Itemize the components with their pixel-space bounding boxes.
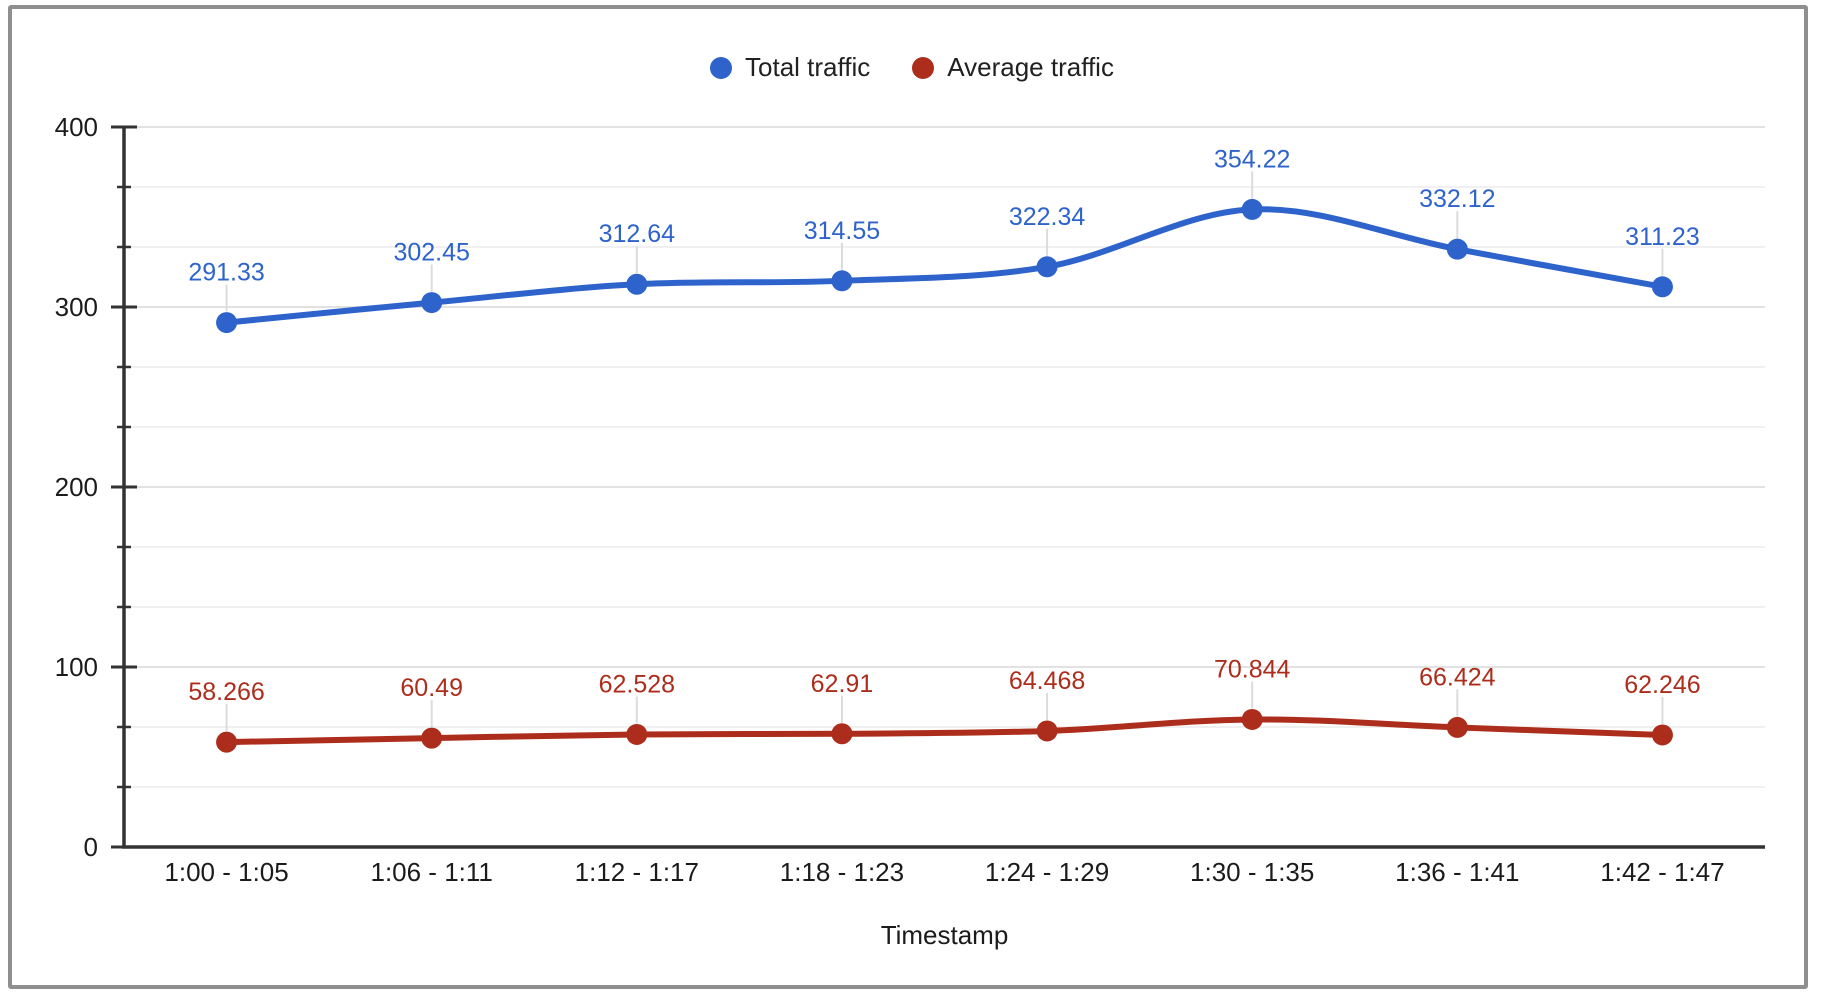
x-tick-label: 1:12 - 1:17 <box>575 857 699 887</box>
x-tick-label: 1:42 - 1:47 <box>1600 857 1724 887</box>
x-tick-label: 1:30 - 1:35 <box>1190 857 1314 887</box>
chart-frame <box>8 5 1808 989</box>
value-label: 332.12 <box>1419 185 1495 213</box>
value-label: 70.844 <box>1214 655 1291 683</box>
data-point-1-3[interactable] <box>831 723 853 745</box>
data-point-1-4[interactable] <box>1036 720 1058 742</box>
x-tick-label: 1:18 - 1:23 <box>780 857 904 887</box>
legend-label: Average traffic <box>947 52 1114 82</box>
value-label: 64.468 <box>1009 667 1085 695</box>
value-label: 302.45 <box>393 239 469 267</box>
value-label: 66.424 <box>1419 663 1496 691</box>
data-point-1-5[interactable] <box>1241 708 1263 730</box>
x-tick-label: 1:06 - 1:11 <box>370 857 492 887</box>
data-point-0-4[interactable] <box>1036 256 1058 278</box>
data-point-0-2[interactable] <box>626 273 648 295</box>
data-point-1-2[interactable] <box>626 723 648 745</box>
y-tick-label: 200 <box>55 472 98 502</box>
value-label: 314.55 <box>804 217 880 245</box>
data-point-0-7[interactable] <box>1651 276 1673 298</box>
data-point-1-6[interactable] <box>1446 716 1468 738</box>
data-point-0-5[interactable] <box>1241 198 1263 220</box>
legend-dot-icon <box>912 56 935 79</box>
data-point-0-3[interactable] <box>831 270 853 292</box>
legend-dot-icon <box>710 56 733 79</box>
value-label: 322.34 <box>1009 203 1086 231</box>
value-label: 291.33 <box>188 259 264 287</box>
x-tick-label: 1:24 - 1:29 <box>985 857 1109 887</box>
data-point-1-7[interactable] <box>1651 724 1673 746</box>
value-label: 62.91 <box>811 670 874 698</box>
value-label: 58.266 <box>188 678 264 706</box>
legend-label: Total traffic <box>745 52 871 82</box>
y-tick-label: 100 <box>55 652 98 682</box>
x-tick-label: 1:36 - 1:41 <box>1395 857 1519 887</box>
value-label: 62.528 <box>599 670 675 698</box>
legend-item-1[interactable]: Average traffic <box>912 52 1114 83</box>
y-tick-label: 300 <box>55 292 98 322</box>
data-point-0-0[interactable] <box>216 312 238 334</box>
series-line-0 <box>223 206 1666 326</box>
value-label: 62.246 <box>1624 671 1700 699</box>
value-label: 354.22 <box>1214 145 1290 173</box>
data-point-0-1[interactable] <box>421 292 443 314</box>
data-point-1-0[interactable] <box>216 731 238 753</box>
y-tick-label: 0 <box>84 832 98 862</box>
data-point-1-1[interactable] <box>421 727 443 749</box>
value-label: 312.64 <box>599 220 676 248</box>
series-line-1 <box>223 716 1666 746</box>
x-tick-label: 1:00 - 1:05 <box>164 857 288 887</box>
y-tick-label: 400 <box>55 112 98 142</box>
x-axis-title: Timestamp <box>880 920 1009 950</box>
value-label: 60.49 <box>400 674 463 702</box>
data-point-0-6[interactable] <box>1446 238 1468 260</box>
value-label: 311.23 <box>1625 223 1700 251</box>
legend: Total traffic Average traffic <box>0 52 1824 83</box>
legend-item-0[interactable]: Total traffic <box>710 52 870 83</box>
